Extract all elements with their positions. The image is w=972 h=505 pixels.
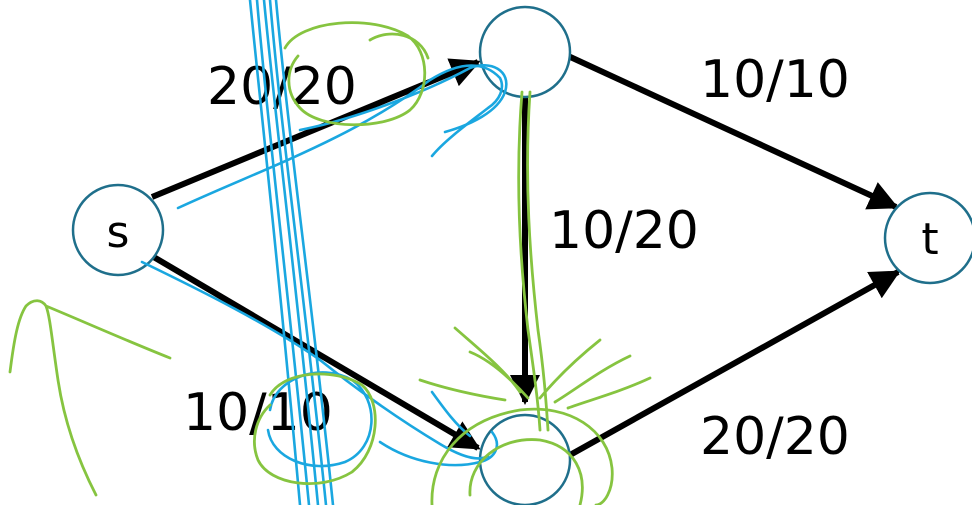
blue-ink-vertical-strokes [248,0,335,505]
edge-bottom-to-t [568,269,901,458]
node-t-circle [883,191,972,285]
green-ink-left-loop [253,372,377,485]
blue-ink-top-curl [298,63,508,134]
node-s-circle [71,183,165,277]
node-t-label: t [921,214,938,265]
node-top [478,5,572,99]
green-ink-left-hook [8,299,172,497]
edge-label-top-bottom: 10/20 [549,201,699,261]
green-ink-annotations [8,21,652,505]
node-bottom [478,413,572,505]
edge-label-top-t: 10/10 [700,50,850,110]
green-ink-bottom-loop [430,407,614,505]
edge-top-to-t [564,52,899,210]
node-bottom-circle [478,413,572,505]
node-t: t [883,191,972,285]
green-ink-vertical-edge [517,90,550,432]
node-top-circle [478,5,572,99]
edge-label-bottom-t: 20/20 [700,407,850,467]
green-ink-top-loop-detail [368,32,430,60]
node-s: s [71,183,165,277]
green-ink-top-loop [283,21,427,127]
blue-ink-lower-path [140,260,490,460]
node-s-label: s [107,207,130,258]
green-ink-bottom-scribble [418,326,652,410]
